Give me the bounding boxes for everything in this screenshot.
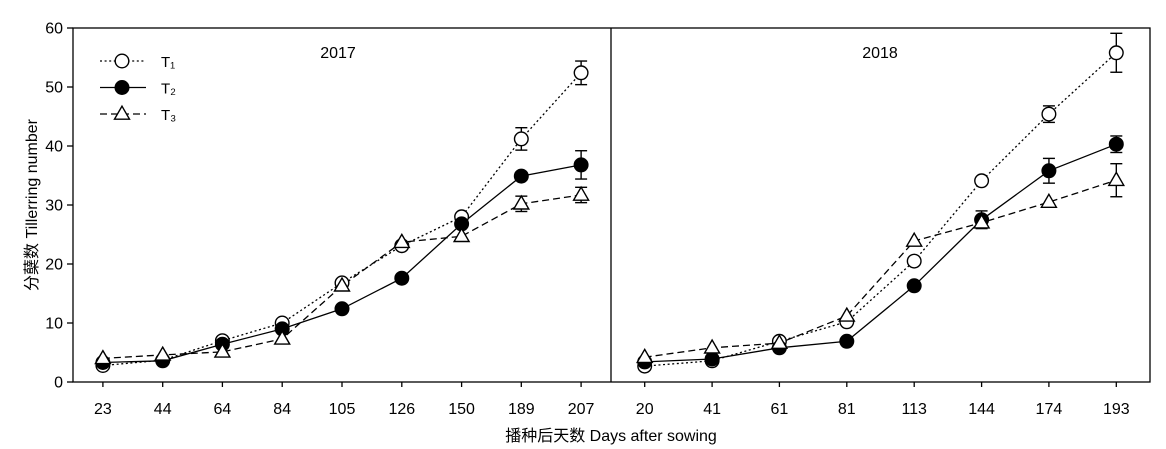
line-2018-series-3 bbox=[644, 179, 1117, 358]
point-2018-series-2-193 bbox=[1108, 136, 1124, 152]
x-tick-label-2017: 84 bbox=[273, 401, 291, 418]
x-tick-label-2018: 174 bbox=[1036, 401, 1063, 418]
x-tick-label-2018: 41 bbox=[703, 401, 721, 418]
x-tick-label-2017: 189 bbox=[508, 401, 535, 418]
legend-marker bbox=[114, 79, 130, 95]
x-tick-label-2018: 61 bbox=[771, 401, 789, 418]
y-tick-label: 40 bbox=[45, 139, 63, 156]
legend: T₁ T₂ T₃ bbox=[100, 53, 176, 124]
x-tick-label-2018: 113 bbox=[901, 401, 927, 418]
panel-title-2018: 2018 bbox=[862, 45, 898, 62]
point-2018-series-3-20 bbox=[635, 347, 654, 364]
x-tick-label-2017: 126 bbox=[388, 401, 415, 418]
line-2018-series-2 bbox=[644, 143, 1117, 363]
legend-entry-1: T₁ bbox=[100, 53, 175, 71]
point-2017-series-3-126 bbox=[393, 232, 411, 249]
x-tick-label-2017: 207 bbox=[568, 401, 595, 418]
x-tick-label-2017: 105 bbox=[329, 401, 356, 418]
y-axis-label: 分蘖数 Tillerring number bbox=[23, 118, 41, 291]
point-2018-series-3-41 bbox=[703, 338, 721, 354]
y-tick-label: 10 bbox=[45, 316, 63, 333]
x-tick-label-2018: 144 bbox=[968, 401, 995, 418]
point-2018-series-1-144 bbox=[974, 173, 990, 189]
x-tick-label-2017: 44 bbox=[154, 401, 172, 418]
point-2017-series-3-44 bbox=[153, 345, 172, 361]
y-tick-label: 0 bbox=[54, 375, 63, 392]
point-2017-series-1-189 bbox=[513, 131, 529, 147]
legend-label: T₃ bbox=[161, 107, 176, 124]
panel-2017-plot bbox=[94, 60, 590, 374]
panel-title-2017: 2017 bbox=[320, 45, 356, 62]
point-2017-series-3-189 bbox=[512, 194, 531, 210]
series-layer bbox=[94, 32, 1126, 374]
x-tick-label-2018: 81 bbox=[838, 401, 856, 418]
point-2017-series-3-84 bbox=[273, 329, 291, 345]
point-2018-series-2-41 bbox=[704, 351, 720, 367]
legend-marker bbox=[114, 53, 130, 69]
x-tick-label-2017: 150 bbox=[448, 401, 475, 418]
point-2018-series-3-81 bbox=[838, 306, 856, 322]
point-2018-series-2-174 bbox=[1041, 163, 1057, 179]
point-2017-series-1-207 bbox=[573, 65, 589, 81]
point-2017-series-2-105 bbox=[334, 301, 350, 317]
legend-entry-3: T₃ bbox=[100, 104, 176, 124]
y-axis: 0 10 20 30 40 50 60 bbox=[45, 21, 73, 392]
y-tick-label: 50 bbox=[45, 80, 63, 97]
y-tick-label: 20 bbox=[45, 257, 63, 274]
legend-label: T₂ bbox=[161, 81, 176, 98]
legend-marker bbox=[113, 104, 131, 120]
point-2018-series-1-193 bbox=[1108, 45, 1124, 61]
x-tick-label-2018: 20 bbox=[636, 401, 654, 418]
point-2018-series-3-174 bbox=[1040, 192, 1058, 209]
x-tick-label-2018: 193 bbox=[1103, 401, 1130, 418]
point-2018-series-3-61 bbox=[770, 333, 789, 349]
point-2017-series-3-207 bbox=[572, 185, 590, 201]
point-2018-series-2-81 bbox=[839, 333, 855, 349]
x-tick-label-2017: 23 bbox=[94, 401, 112, 418]
y-tick-label: 30 bbox=[45, 198, 63, 215]
panel-2018-plot bbox=[635, 32, 1126, 374]
point-2018-series-1-113 bbox=[906, 253, 922, 269]
point-2017-series-2-207 bbox=[573, 157, 589, 173]
line-2017-series-3 bbox=[102, 194, 582, 360]
legend-entry-2: T₂ bbox=[100, 79, 176, 98]
point-2018-series-1-174 bbox=[1041, 106, 1057, 122]
point-2017-series-3-64 bbox=[213, 342, 232, 358]
point-2018-series-3-113 bbox=[905, 231, 923, 247]
y-tick-label: 60 bbox=[45, 21, 63, 38]
point-2017-series-2-189 bbox=[513, 168, 529, 184]
point-2018-series-3-144 bbox=[972, 213, 991, 229]
point-2018-series-2-113 bbox=[906, 278, 922, 294]
legend-label: T₁ bbox=[161, 54, 175, 71]
point-2017-series-3-105 bbox=[333, 276, 351, 292]
x-tick-label-2017: 64 bbox=[214, 401, 232, 418]
x-axis: 23 44 64 84 105 126 150 189 207 20 41 61 81 113 144 174… bbox=[94, 382, 1130, 418]
point-2018-series-3-193 bbox=[1107, 170, 1126, 187]
point-2017-series-3-150 bbox=[452, 227, 471, 243]
point-2017-series-2-126 bbox=[394, 270, 410, 286]
x-axis-label: 播种后天数 Days after sowing bbox=[505, 427, 717, 445]
point-2017-series-3-23 bbox=[94, 349, 112, 365]
